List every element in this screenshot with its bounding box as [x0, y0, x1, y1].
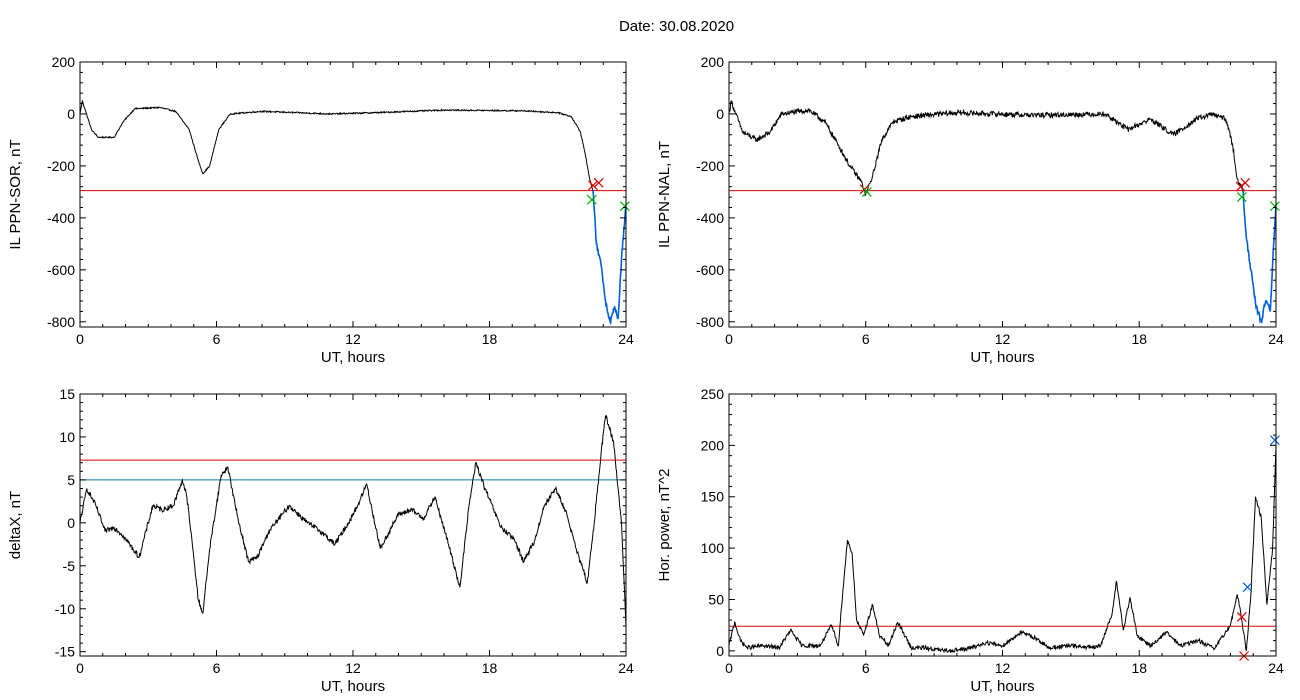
y-axis-label: deltaX, nT [7, 491, 24, 559]
x-axis-label: UT, hours [970, 349, 1034, 366]
series-line-1 [592, 190, 626, 326]
series-line-0 [729, 100, 1244, 197]
y-tick-label: 15 [59, 386, 75, 402]
y-tick-label: -15 [55, 644, 75, 660]
y-tick-label: 10 [59, 429, 75, 445]
y-axis-label: IL PPN-SOR, nT [7, 139, 24, 249]
panel-delta-x: 0 6 12 18 24 -15 -10 -5 0 5 10 15 UT, hours deltaX, n… [7, 386, 634, 695]
x-tick-label: 18 [1131, 331, 1147, 347]
x-tick-label: 18 [482, 660, 498, 676]
y-tick-label: 200 [701, 54, 725, 70]
y-tick-label: -400 [47, 210, 75, 226]
x-tick-label: 0 [725, 331, 733, 347]
y-tick-label: 0 [716, 106, 724, 122]
series-line-0 [729, 445, 1276, 654]
x-tick-label: 6 [213, 660, 221, 676]
y-tick-label: 0 [716, 643, 724, 659]
x-tick-label: 0 [725, 660, 733, 676]
y-tick-label: -10 [55, 601, 75, 617]
y-tick-label: 200 [701, 437, 725, 453]
marker-5 [1269, 201, 1280, 212]
series-line-1 [1242, 190, 1276, 324]
y-tick-label: 0 [67, 106, 75, 122]
x-tick-label: 24 [618, 331, 634, 347]
x-tick-label: 6 [862, 660, 870, 676]
y-tick-label: -800 [47, 314, 75, 330]
y-tick-label: -200 [47, 158, 75, 174]
x-axis-label: UT, hours [321, 678, 385, 695]
y-tick-label: -5 [63, 558, 76, 574]
y-tick-label: 250 [701, 386, 725, 402]
x-tick-label: 12 [345, 660, 361, 676]
plot-frame [79, 393, 627, 657]
marker-0 [1236, 612, 1247, 622]
y-tick-label: 200 [52, 54, 76, 70]
y-axis-label: IL PPN-NAL, nT [656, 141, 673, 248]
x-tick-label: 6 [862, 331, 870, 347]
marker-3 [1269, 435, 1280, 446]
x-tick-label: 24 [1268, 660, 1284, 676]
panel-horizontal-power: 0 6 12 18 24 0 50 100 150 200 250 UT, hours Hor. pow… [656, 386, 1284, 695]
series-line-0 [80, 414, 626, 626]
marker-2 [1242, 582, 1253, 593]
marker-4 [1236, 192, 1247, 203]
panel-il-ppn-nal: 0 6 12 18 24 -800 -600 -400 -200 0 200 UT, hours IL … [656, 54, 1284, 366]
y-tick-label: -200 [696, 158, 724, 174]
x-tick-label: 18 [482, 331, 498, 347]
x-tick-label: 12 [995, 331, 1011, 347]
x-tick-label: 12 [345, 331, 361, 347]
plot-frame [728, 61, 1277, 328]
panel-il-ppn-sor: 0 6 12 18 24 -800 -600 -400 -200 0 200 UT, hours IL … [7, 54, 634, 366]
marker-1 [593, 177, 604, 188]
x-axis-label: UT, hours [321, 349, 385, 366]
marker-3 [619, 201, 630, 212]
marker-3 [1240, 177, 1251, 188]
x-tick-label: 18 [1131, 660, 1147, 676]
y-tick-label: 150 [701, 489, 725, 505]
y-tick-label: -600 [696, 262, 724, 278]
y-tick-label: -800 [696, 314, 724, 330]
x-tick-label: 24 [1268, 331, 1284, 347]
y-tick-label: -600 [47, 262, 75, 278]
x-tick-label: 12 [995, 660, 1011, 676]
y-axis-label: Hor. power, nT^2 [656, 469, 673, 582]
x-axis-label: UT, hours [970, 678, 1034, 695]
page-title: Date: 30.08.2020 [618, 18, 735, 35]
plot-frame [79, 61, 627, 328]
x-tick-label: 6 [213, 331, 221, 347]
y-tick-label: -400 [696, 210, 724, 226]
series-line-0 [80, 99, 594, 191]
y-tick-label: 100 [701, 540, 725, 556]
x-tick-label: 0 [76, 331, 84, 347]
x-tick-label: 0 [76, 660, 84, 676]
y-tick-label: 50 [708, 591, 724, 607]
y-tick-label: 0 [67, 515, 75, 531]
x-tick-label: 24 [618, 660, 634, 676]
marker-0 [588, 180, 598, 191]
y-tick-label: 5 [67, 472, 75, 488]
marker-1 [861, 186, 872, 197]
plot-frame [728, 393, 1277, 657]
marker-2 [586, 194, 597, 205]
